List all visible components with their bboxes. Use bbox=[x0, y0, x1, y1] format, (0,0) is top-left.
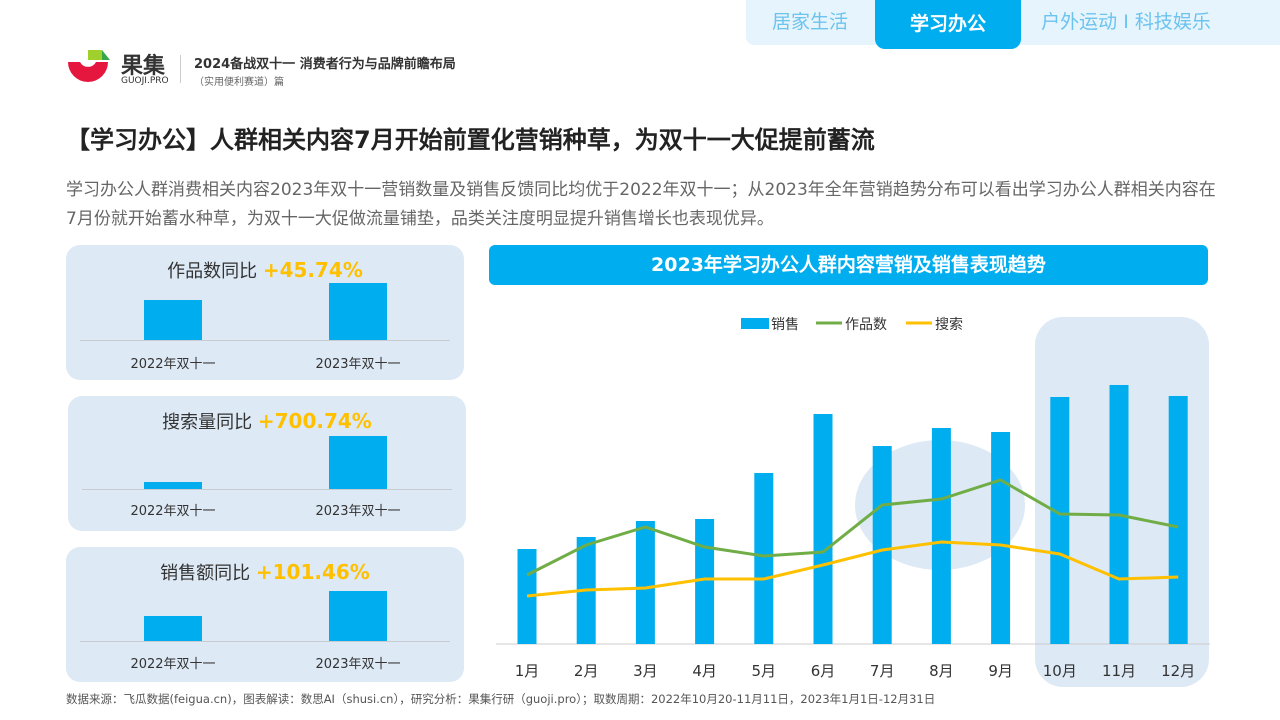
tab-home-life[interactable]: 居家生活 bbox=[771, 11, 848, 33]
axis-line bbox=[82, 489, 452, 490]
bar-sales-12 bbox=[1168, 396, 1188, 644]
card-title: 搜索量同比 +700.74% bbox=[162, 409, 372, 433]
x-tick-label: 3月 bbox=[633, 662, 658, 680]
bar-sales-4 bbox=[695, 519, 715, 644]
bar-2023 bbox=[329, 436, 387, 489]
bar-sales-6 bbox=[813, 414, 833, 644]
bar-sales-8 bbox=[931, 428, 951, 644]
x-tick-label: 6月 bbox=[811, 662, 836, 680]
label-2023: 2023年双十一 bbox=[315, 657, 401, 672]
x-tick-label: 1月 bbox=[515, 662, 540, 680]
line-search bbox=[526, 540, 1179, 598]
chart-title: 2023年学习办公人群内容营销及销售表现趋势 bbox=[489, 245, 1208, 285]
bar-sales-5 bbox=[754, 473, 774, 644]
bar-2023 bbox=[329, 591, 387, 641]
bar-sales-2 bbox=[576, 537, 596, 644]
page-description: 学习办公人群消费相关内容2023年双十一营销数量及销售反馈同比均优于2022年双… bbox=[66, 180, 1216, 229]
page-title: 【学习办公】人群相关内容7月开始前置化营销种草，为双十一大促提前蓄流 bbox=[66, 126, 875, 154]
bar-sales-3 bbox=[635, 521, 655, 644]
category-tabs: 居家生活 学习办公 户外运动 I 科技娱乐 bbox=[746, 0, 1280, 49]
brand-name: 果集 bbox=[121, 54, 166, 79]
axis-line bbox=[80, 641, 450, 642]
line-works bbox=[526, 478, 1179, 577]
x-tick-label: 2月 bbox=[574, 662, 599, 680]
bar-sales-9 bbox=[991, 432, 1011, 644]
label-2023: 2023年双十一 bbox=[315, 357, 401, 372]
bar-sales-11 bbox=[1109, 385, 1129, 644]
x-tick-label: 11月 bbox=[1102, 662, 1136, 680]
card-title: 销售额同比 +101.46% bbox=[160, 560, 370, 584]
data-source-footer: 数据来源：飞瓜数据(feigua.cn)，图表解读：数思AI（shusi.cn）… bbox=[66, 692, 936, 706]
guoji-logo-icon bbox=[68, 50, 110, 82]
highlight-circle bbox=[855, 440, 1025, 570]
bar-2022 bbox=[144, 482, 202, 489]
report-subtitle: （实用便利赛道）篇 bbox=[194, 77, 284, 88]
card-title: 作品数同比 +45.74% bbox=[167, 258, 363, 282]
label-2022: 2022年双十一 bbox=[130, 657, 216, 672]
legend-search: 搜索 bbox=[935, 316, 963, 333]
x-tick-label: 5月 bbox=[752, 662, 777, 680]
legend-sales: 销售 bbox=[771, 317, 799, 333]
x-tick-label: 7月 bbox=[870, 662, 895, 680]
tab-study-office[interactable]: 学习办公 bbox=[875, 0, 1021, 49]
x-tick-label: 12月 bbox=[1161, 662, 1195, 680]
bar-2023 bbox=[329, 283, 387, 340]
bar-2022 bbox=[144, 616, 202, 641]
legend: 销售 作品数 搜索 bbox=[741, 316, 963, 333]
divider bbox=[180, 55, 181, 83]
x-tick-label: 4月 bbox=[692, 662, 717, 680]
report-title: 2024备战双十一 消费者行为与品牌前瞻布局 bbox=[194, 57, 456, 72]
label-2022: 2022年双十一 bbox=[130, 357, 216, 372]
bar-sales-1 bbox=[517, 549, 537, 644]
legend-works: 作品数 bbox=[845, 317, 887, 333]
card-sales-yoy: 销售额同比 +101.46% 2022年双十一 2023年双十一 bbox=[66, 547, 464, 682]
x-tick-label: 8月 bbox=[929, 662, 954, 680]
label-2023: 2023年双十一 bbox=[315, 504, 401, 519]
tab-outdoor-tech[interactable]: 户外运动 I 科技娱乐 bbox=[1041, 11, 1211, 33]
card-works-yoy: 作品数同比 +45.74% 2022年双十一 2023年双十一 bbox=[66, 245, 464, 380]
bar-sales-10 bbox=[1050, 397, 1070, 644]
label-2022: 2022年双十一 bbox=[130, 504, 216, 519]
highlight-panel bbox=[1035, 317, 1209, 687]
legend-swatch-sales bbox=[741, 318, 769, 329]
x-tick-label: 9月 bbox=[988, 662, 1013, 680]
card-search-yoy: 搜索量同比 +700.74% 2022年双十一 2023年双十一 bbox=[68, 396, 466, 531]
brand-domain: GUOJI.PRO bbox=[121, 76, 169, 86]
x-tick-label: 10月 bbox=[1043, 662, 1077, 680]
bar-sales-7 bbox=[872, 446, 892, 644]
bar-2022 bbox=[144, 300, 202, 340]
axis-line bbox=[80, 340, 450, 341]
